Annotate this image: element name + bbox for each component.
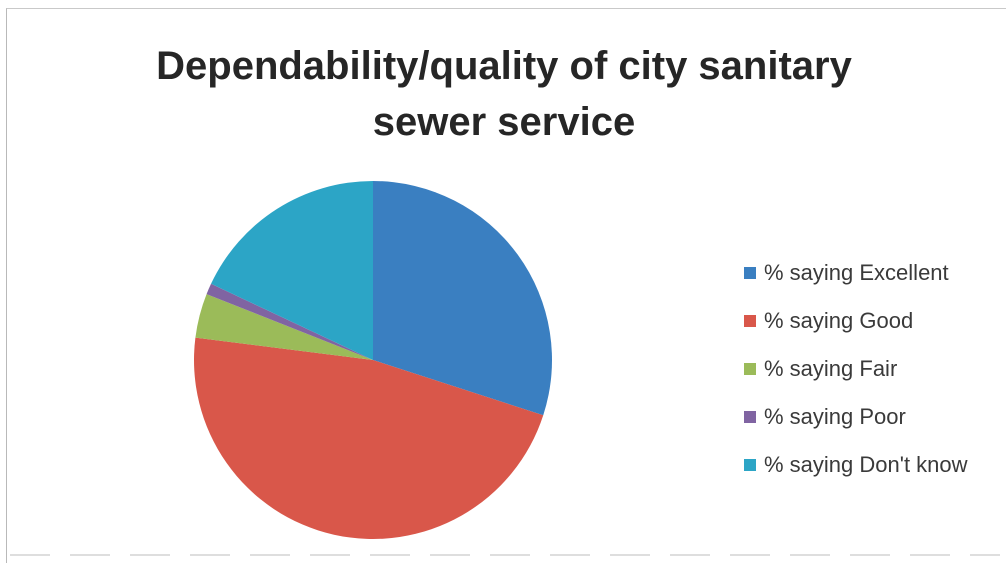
pie-slice-saying-fair — [195, 294, 373, 360]
pie-slice-saying-excellent — [373, 181, 552, 416]
legend-item: % saying Excellent — [744, 249, 968, 297]
chart-title-line-2: sewer service — [372, 100, 636, 144]
pie-slice-saying-poor — [206, 283, 373, 360]
legend-swatch — [744, 315, 756, 327]
legend-item: % saying Don't know — [744, 441, 968, 489]
legend-label: % saying Poor — [764, 404, 906, 429]
chart-frame — [6, 8, 1006, 563]
chart-legend: % saying Excellent % saying Good % saying … — [744, 249, 968, 489]
legend-label: % saying Fair — [764, 356, 898, 381]
legend-item: % saying Good — [744, 297, 968, 345]
legend-swatch — [744, 459, 756, 471]
legend-label: % saying Don't know — [764, 452, 968, 477]
legend-label: % saying Excellent — [764, 260, 949, 285]
pie-slice-saying-don-t-know — [211, 181, 373, 360]
chart-title: Dependability/quality of city sanitary s… — [0, 38, 1008, 150]
pie-slice-saying-good — [193, 337, 544, 540]
legend-swatch — [744, 411, 756, 423]
bottom-divider — [10, 554, 1000, 556]
legend-label: % saying Good — [764, 308, 914, 333]
legend-swatch — [744, 267, 756, 279]
legend-swatch — [744, 363, 756, 375]
legend-item: % saying Poor — [744, 393, 968, 441]
legend-item: % saying Fair — [744, 345, 968, 393]
chart-title-line-1: Dependability/quality of city sanitary — [156, 44, 852, 88]
